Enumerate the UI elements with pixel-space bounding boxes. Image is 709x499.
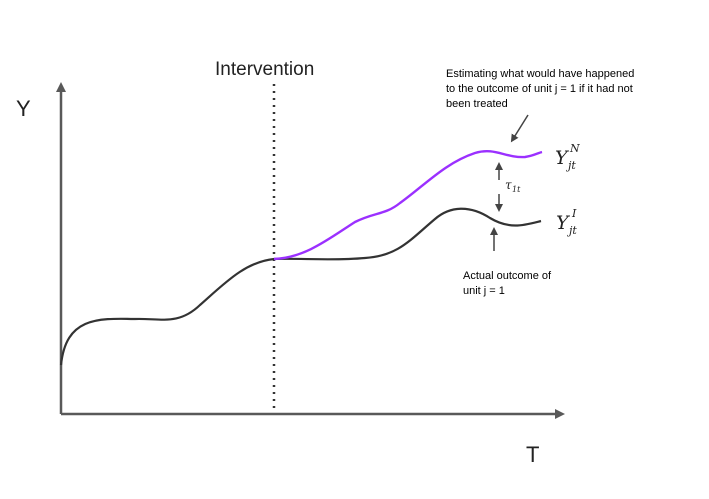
actual-curve-label: Y I jt bbox=[556, 207, 577, 237]
y-axis-label: Y bbox=[16, 96, 31, 121]
actual-note: Actual outcome of unit j = 1 bbox=[463, 270, 554, 297]
counterfactual-note-line-3: been treated bbox=[446, 98, 508, 110]
actual-note-line-2: unit j = 1 bbox=[463, 285, 505, 297]
actual-note-line-1: Actual outcome of bbox=[463, 270, 552, 282]
counterfactual-note-line-2: to the outcome of unit j = 1 if it had n… bbox=[446, 83, 633, 95]
counterfactual-curve bbox=[273, 150, 543, 261]
effect-label-subscript: 1t bbox=[512, 185, 521, 194]
counterfactual-label-base: Y bbox=[555, 147, 570, 169]
actual-label-base: Y bbox=[556, 212, 571, 234]
counterfactual-note: Estimating what would have happened to t… bbox=[446, 68, 637, 110]
counterfactual-note-line-1: Estimating what would have happened bbox=[446, 68, 634, 80]
actual-curve bbox=[59, 207, 542, 366]
actual-label-superscript: I bbox=[571, 207, 577, 220]
intervention-label: Intervention bbox=[215, 59, 314, 80]
counterfactual-label-subscript: jt bbox=[565, 159, 576, 172]
counterfactual-note-arrow bbox=[510, 114, 529, 143]
effect-label: τ 1t bbox=[505, 178, 521, 194]
x-axis-label: T bbox=[526, 442, 539, 467]
effect-label-base: τ bbox=[505, 178, 512, 192]
counterfactual-curve-label: Y N jt bbox=[555, 142, 580, 172]
counterfactual-label-superscript: N bbox=[569, 142, 580, 155]
actual-label-subscript: jt bbox=[566, 224, 577, 237]
